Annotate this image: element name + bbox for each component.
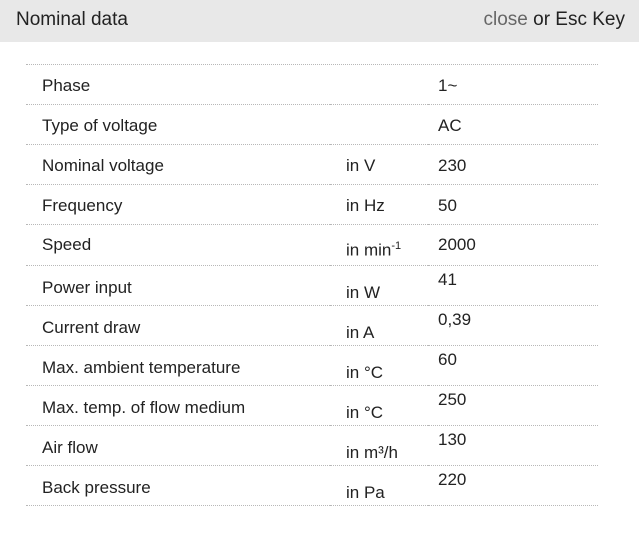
table-row: Nominal voltage in V 230 (26, 145, 598, 185)
row-value: 2000 (428, 225, 598, 266)
unit-text: in Pa (346, 483, 385, 502)
row-value: AC (428, 105, 598, 145)
table-row: Type of voltage AC (26, 105, 598, 145)
close-hint-text: or Esc Key (527, 9, 625, 30)
row-label: Air flow (26, 426, 330, 466)
table-row: Current draw in A 0,39 (26, 306, 598, 346)
row-unit: in A (330, 306, 428, 346)
row-unit: in m³/h (330, 426, 428, 466)
row-unit: in V (330, 145, 428, 185)
row-label: Max. ambient temperature (26, 346, 330, 386)
unit-superscript: -1 (391, 240, 402, 252)
dialog-header: Nominal data close or Esc Key (0, 0, 639, 42)
nominal-data-table: Phase 1~ Type of voltage AC Nominal voltage i… (26, 64, 598, 506)
row-value: 250 (428, 386, 598, 426)
unit-text: in °C (346, 403, 384, 422)
row-label: Type of voltage (26, 105, 330, 145)
row-unit: in Hz (330, 185, 428, 225)
row-label: Back pressure (26, 466, 330, 506)
row-value: 1~ (428, 65, 598, 105)
unit-text: in V (346, 156, 376, 175)
row-value: 60 (428, 346, 598, 386)
row-value: 0,39 (428, 306, 598, 346)
row-unit: in W (330, 266, 428, 306)
row-label: Phase (26, 65, 330, 105)
row-label: Power input (26, 266, 330, 306)
row-label: Speed (26, 225, 330, 266)
row-unit: in Pa (330, 466, 428, 506)
unit-text: in Hz (346, 196, 385, 215)
row-label: Frequency (26, 185, 330, 225)
table-row: Max. temp. of flow medium in °C 250 (26, 386, 598, 426)
row-value: 220 (428, 466, 598, 506)
row-label: Nominal voltage (26, 145, 330, 185)
row-unit (330, 105, 428, 145)
row-unit (330, 65, 428, 105)
table-row: Phase 1~ (26, 65, 598, 105)
table-row: Back pressure in Pa 220 (26, 466, 598, 506)
unit-text: in A (346, 323, 375, 342)
row-unit: in min-1 (330, 225, 428, 266)
table-row: Max. ambient temperature in °C 60 (26, 346, 598, 386)
row-value: 41 (428, 266, 598, 306)
unit-text: in W (346, 283, 380, 302)
table-row: Frequency in Hz 50 (26, 185, 598, 225)
row-unit: in °C (330, 346, 428, 386)
table-row: Power input in W 41 (26, 266, 598, 306)
row-value: 130 (428, 426, 598, 466)
unit-text: in m³/h (346, 443, 398, 462)
close-link[interactable]: close (483, 9, 528, 30)
unit-text: in °C (346, 363, 384, 382)
table-row: Air flow in m³/h 130 (26, 426, 598, 466)
close-hint: close or Esc Key (483, 9, 625, 31)
dialog-title: Nominal data (16, 9, 128, 30)
row-label: Max. temp. of flow medium (26, 386, 330, 426)
unit-text: in min (346, 240, 392, 260)
row-unit: in °C (330, 386, 428, 426)
row-label: Current draw (26, 306, 330, 346)
row-value: 50 (428, 185, 598, 225)
table-row: Speed in min-1 2000 (26, 225, 598, 266)
row-value: 230 (428, 145, 598, 185)
